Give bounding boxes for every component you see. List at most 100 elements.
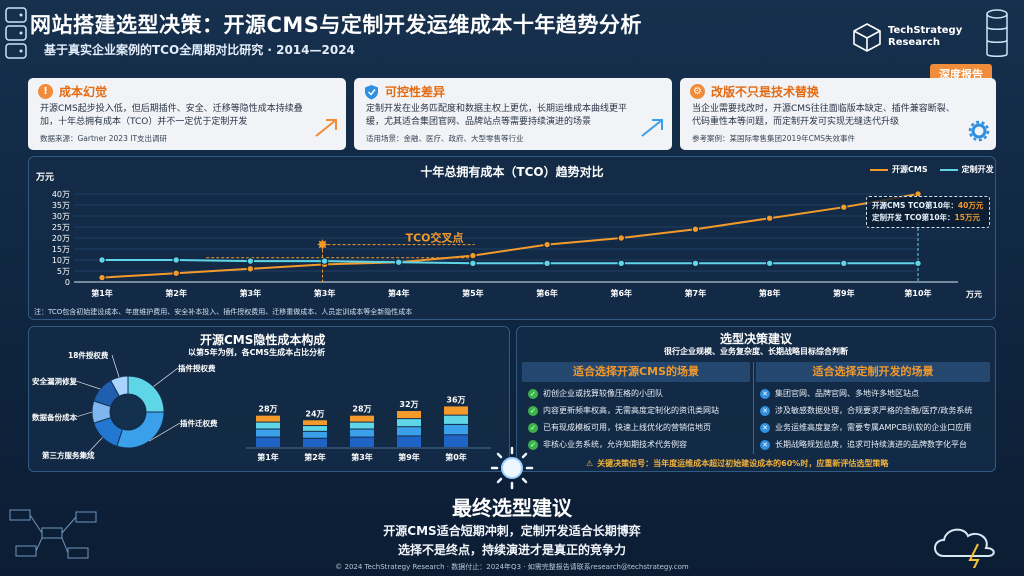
stacked-bar-segment <box>303 420 327 426</box>
stacked-bar-segment <box>444 406 468 415</box>
footer-copyright: © 2024 TechStrategy Research · 数据付止：2024… <box>335 563 689 571</box>
cross-icon: ✕ <box>760 439 770 450</box>
shield-check-icon <box>365 84 378 99</box>
bar-total-label: 24万 <box>305 409 324 418</box>
opensource-item: ✓ 初创企业或找算较像压格的小团队 <box>528 388 663 399</box>
decision-title: 选型决策建议 <box>719 332 792 346</box>
stacked-bar-segment <box>444 424 468 435</box>
custom-item: ✕ 集团官网、品牌官网、多地许多地区站点 <box>760 388 919 399</box>
stacked-bar-segment <box>256 437 280 447</box>
card-source: 适用场景：金融、医疗、政府、大型零售等行业 <box>366 134 524 143</box>
y-tick-label: 25万 <box>52 223 70 232</box>
final-recommendation-title: 最终选型建议 <box>452 496 572 520</box>
stacked-bar-segment <box>397 436 421 447</box>
x-tick-label: 第7年 <box>685 288 707 298</box>
card-cost-illusion: ! 成本幻觉 开源CMS起步投入低，但后期插件、安全、迁移等隐性成本持续叠加，十年… <box>28 78 346 150</box>
donut-title: 开源CMS隐性成本构成 <box>200 333 326 347</box>
tenth-year-callout: 开源CMS TCO第10年：40万元 定制开发 TCO第10年：15万元 <box>866 196 990 228</box>
donut-leader <box>75 411 93 418</box>
data-point <box>765 214 774 222</box>
donut-label: 安全漏洞修复 <box>32 376 77 386</box>
card-body: 定制开发在业务匹配度和数据主权上更优，长期运维成本曲线更平缓，尤其适合集团官网、… <box>366 104 628 127</box>
cross-icon: ✕ <box>760 405 770 416</box>
x-tick-label: 第3年 <box>314 288 336 298</box>
decision-signal: ⚠ 关键决策信号：当年度运维成本超过初始建设成本的60%时，应重新评估选型策略 <box>586 459 889 468</box>
page-title: 网站搭建选型决策：开源CMS与定制开发运维成本十年趋势分析 <box>30 13 642 37</box>
card-source: 数据来源：Gartner 2023 IT支出调研 <box>40 134 168 143</box>
card-label: 可控性差异 <box>385 85 446 99</box>
data-point <box>172 269 180 277</box>
y-tick-label: 40万 <box>52 190 70 199</box>
data-point <box>395 258 403 266</box>
stacked-bar-segment <box>256 422 280 429</box>
stacked-bar-segment <box>350 437 374 447</box>
callout-label-custom: 定制开发 TCO第10年： <box>872 213 955 222</box>
x-axis-unit: 万元 <box>965 290 982 299</box>
brand-name-line2: Research <box>888 37 940 48</box>
data-point <box>691 259 700 268</box>
gear-icon <box>968 120 990 142</box>
callout-value-custom: 15万元 <box>954 213 980 222</box>
custom-item: ✕ 涉及敏感数据处理，合规要求严格的金融/医疗/政务系统 <box>760 405 972 416</box>
final-recommendation-line1: 开源CMS适合短期冲刺，定制开发适合长期博弈 <box>383 524 641 538</box>
y-tick-label: 30万 <box>52 212 70 221</box>
cloud-lightning-icon <box>934 528 995 568</box>
stacked-bar-segment <box>350 422 374 429</box>
x-tick-label: 第5年 <box>462 288 484 298</box>
card-redesign: ⚙ 改版不只是技术替换 当企业需要找改时，开源CMS往往面临版本缺定、插件兼容断裂… <box>680 78 996 150</box>
x-tick-label: 第3年 <box>240 288 262 298</box>
stacked-bar-segment <box>397 419 421 427</box>
cross-icon: ✕ <box>760 388 770 399</box>
donut-label: 插件迁权费 <box>180 418 218 428</box>
crossover-label: TCO交叉点 <box>406 231 464 245</box>
custom-item: ✕ 长期战略规划总庚，追求可持续演进的品牌数字化平台 <box>760 439 967 450</box>
donut-leader <box>111 354 120 378</box>
custom-item: ✕ 业务运维高度复杂，需要专属AMPCB扒软的企业口应用 <box>760 422 971 433</box>
donut-label: 插件授权费 <box>178 363 216 373</box>
opensource-item: ✓ 非核心业务系统，允许知期技术代务例容 <box>528 439 687 450</box>
x-tick-label: 第8年 <box>759 288 781 298</box>
legend-item-custom: 定制开发 <box>939 164 994 175</box>
bar-category-label: 第0年 <box>445 452 467 462</box>
donut-leader <box>153 367 179 387</box>
x-tick-label: 第10年 <box>904 288 931 298</box>
page-subtitle: 基于真实企业案例的TCO全周期对比研究 · 2014—2024 <box>44 43 355 57</box>
sun-icon <box>490 446 534 490</box>
donut-subtitle: 以第5年为例，各CMS生成本占比分析 <box>188 348 326 357</box>
final-recommendation-line2: 选择不是终点，持续演进才是真正的竞争力 <box>397 543 626 557</box>
series-line <box>102 259 918 265</box>
check-icon: ✓ <box>528 405 538 416</box>
data-point <box>320 257 329 265</box>
card-source: 参考案例：某国际零售集团2019年CMS失效事件 <box>692 134 856 143</box>
column-divider <box>753 362 754 454</box>
x-tick-label: 第6年 <box>610 288 632 298</box>
gear-icon: ⚙ <box>690 84 705 99</box>
y-tick-label: 5万 <box>57 267 70 276</box>
check-icon: ✓ <box>528 439 538 450</box>
x-tick-label: 第1年 <box>91 288 113 298</box>
data-point <box>691 225 700 233</box>
check-icon: ✓ <box>528 388 538 399</box>
bar-total-label: 36万 <box>446 395 465 404</box>
card-label: 改版不只是技术替换 <box>711 85 820 99</box>
donut-hole <box>111 395 145 429</box>
bar-total-label: 28万 <box>352 405 371 414</box>
chart-title: 十年总拥有成本（TCO）趋势对比 <box>420 165 604 179</box>
stacked-bar-segment <box>444 435 468 447</box>
check-icon: ✓ <box>528 422 538 433</box>
bar-category-label: 第9年 <box>398 452 420 462</box>
brand-logo: TechStrategy Research <box>852 22 962 52</box>
opensource-item: ✓ 已有现成模板可用，快速上线优化的营销信地页 <box>528 422 711 433</box>
data-point <box>172 256 180 264</box>
donut-label: 18件授权费 <box>68 350 109 360</box>
data-point <box>543 240 551 249</box>
data-point <box>469 259 477 268</box>
opensource-item: ✓ 内容更新频率权高，无需高度定制化的资讯类网站 <box>528 405 719 416</box>
stacked-bar-segment <box>397 411 421 419</box>
exclamation-icon: ! <box>38 84 53 99</box>
trend-up-arrow-icon <box>315 119 337 137</box>
bar-category-label: 第2年 <box>304 452 326 462</box>
y-tick-label: 15万 <box>52 245 70 254</box>
